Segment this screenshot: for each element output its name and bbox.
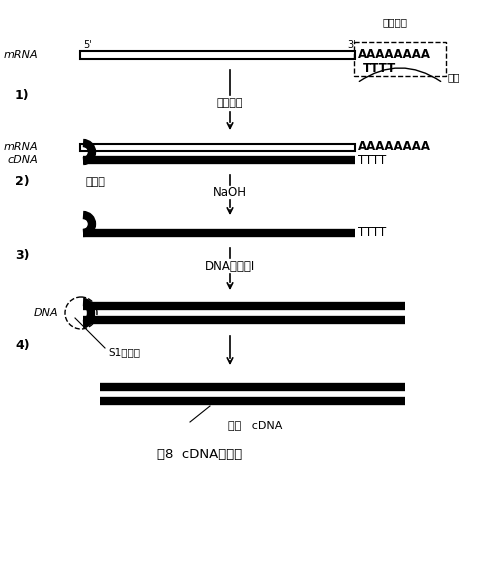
Text: 3): 3) bbox=[15, 249, 29, 261]
Text: 5': 5' bbox=[84, 40, 92, 50]
Text: 双链   cDNA: 双链 cDNA bbox=[228, 420, 282, 430]
Text: DNA: DNA bbox=[34, 308, 58, 318]
Text: 1): 1) bbox=[15, 88, 30, 102]
Text: 图8  cDNA的合成: 图8 cDNA的合成 bbox=[157, 449, 242, 461]
Text: TTTT: TTTT bbox=[358, 154, 386, 166]
Text: 4): 4) bbox=[15, 339, 30, 351]
Text: NaOH: NaOH bbox=[213, 187, 247, 199]
Text: 2): 2) bbox=[15, 176, 30, 188]
Text: mRNA: mRNA bbox=[3, 142, 38, 152]
Bar bbox=[80, 143, 355, 150]
Text: AAAAAAAA: AAAAAAAA bbox=[358, 49, 431, 61]
Text: AAAAAAAA: AAAAAAAA bbox=[358, 140, 431, 154]
Bar bbox=[80, 51, 355, 59]
Text: 发卡环: 发卡环 bbox=[85, 177, 105, 187]
Text: DNA聚合酶Ⅰ: DNA聚合酶Ⅰ bbox=[205, 260, 255, 272]
Text: TTTT: TTTT bbox=[358, 227, 386, 239]
Text: S1核酸酶: S1核酸酶 bbox=[108, 347, 140, 357]
Text: 聚腺苷区: 聚腺苷区 bbox=[383, 17, 408, 27]
Text: mRNA: mRNA bbox=[3, 50, 38, 60]
Text: 3': 3' bbox=[348, 40, 356, 50]
Text: TTTT: TTTT bbox=[363, 61, 396, 75]
Text: 反转录酶: 反转录酶 bbox=[217, 98, 243, 108]
Text: 引物: 引物 bbox=[448, 72, 460, 82]
Text: cDNA: cDNA bbox=[7, 155, 38, 165]
